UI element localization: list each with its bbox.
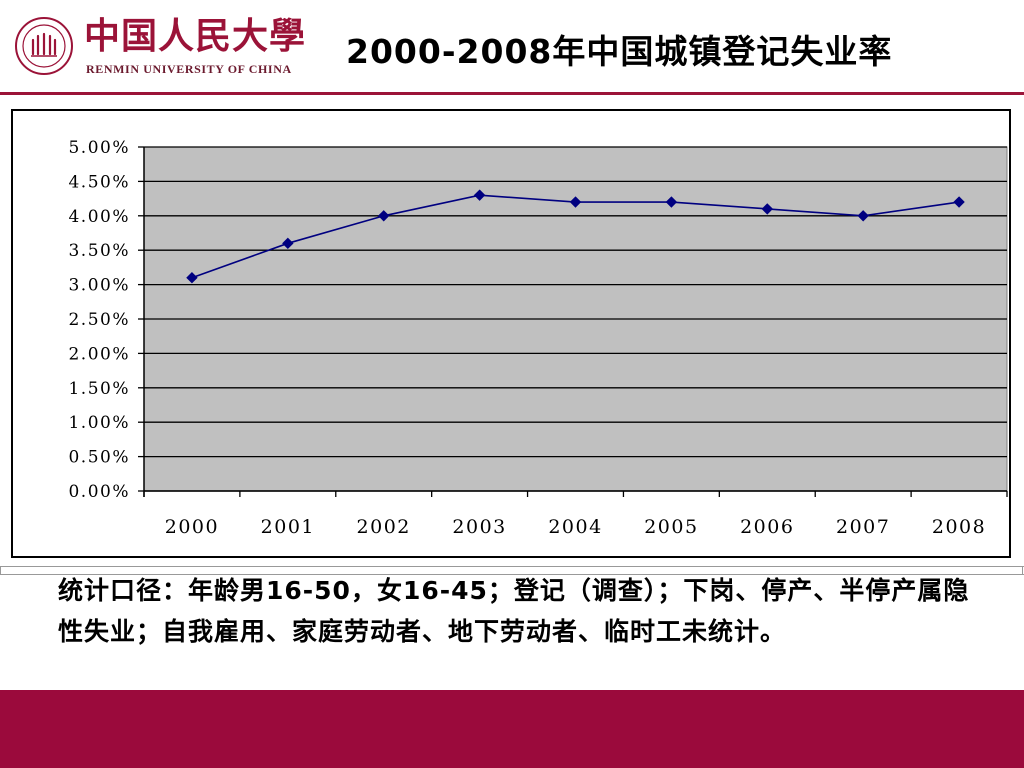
x-tick-label: 2007: [836, 516, 890, 538]
data-point: [761, 203, 773, 215]
data-point: [186, 272, 198, 284]
logo-english-name: RENMIN UNIVERSITY OF CHINA: [86, 62, 292, 76]
logo-chinese-name: 中国人民大學: [84, 15, 307, 57]
band-divider-top: [0, 566, 1024, 567]
x-tick-label: 2000: [165, 516, 219, 538]
data-point: [569, 196, 582, 208]
header-divider: [0, 92, 1024, 95]
statistical-note: 统计口径：年龄男16-50，女16-45；登记（调查）；下岗、停产、半停产属隐性…: [58, 576, 970, 646]
y-tick-label: 4.50%: [68, 172, 130, 192]
y-tick-label: 3.50%: [68, 241, 130, 261]
x-tick-label: 2005: [644, 516, 698, 538]
y-tick-label: 4.00%: [68, 207, 130, 227]
chart-frame: 0.00% 0.50% 1.00% 1.50% 2.00% 2.50% 3.00% 3.50%…: [11, 109, 1011, 558]
line-chart: 0.00% 0.50% 1.00% 1.50% 2.00% 2.50% 3.00% 3.50%…: [68, 138, 1008, 538]
x-tick-label: 2008: [932, 516, 986, 538]
footer-band: [0, 690, 1024, 768]
y-tick-label: 5.00%: [68, 138, 130, 158]
data-point: [378, 210, 390, 222]
data-point: [857, 210, 869, 222]
y-tick-label: 0.00%: [68, 482, 130, 502]
x-tick-label: 2003: [452, 516, 506, 538]
data-point: [953, 196, 965, 208]
x-tick-label: 2004: [548, 516, 602, 538]
band-divider-bottom: [0, 574, 1024, 575]
slide-title: 2000-2008年中国城镇登记失业率: [346, 32, 893, 71]
band-tick: [1022, 566, 1023, 575]
university-logo: 中国人民大學 RENMIN UNIVERSITY OF CHINA: [14, 14, 307, 80]
x-tick-label: 2001: [261, 516, 315, 538]
x-tick-label: 2006: [740, 516, 794, 538]
y-tick-label: 3.00%: [68, 276, 130, 296]
y-tick-label: 1.00%: [68, 413, 130, 433]
data-point: [665, 196, 678, 208]
data-point: [282, 237, 294, 250]
y-tick-label: 1.50%: [68, 379, 130, 399]
x-tick-label: 2002: [357, 516, 411, 538]
band-tick: [0, 566, 1, 575]
data-point: [473, 189, 486, 201]
university-seal-icon: [15, 17, 73, 75]
y-tick-label: 2.00%: [68, 344, 130, 364]
y-tick-label: 0.50%: [68, 448, 130, 468]
y-tick-label: 2.50%: [68, 310, 130, 330]
